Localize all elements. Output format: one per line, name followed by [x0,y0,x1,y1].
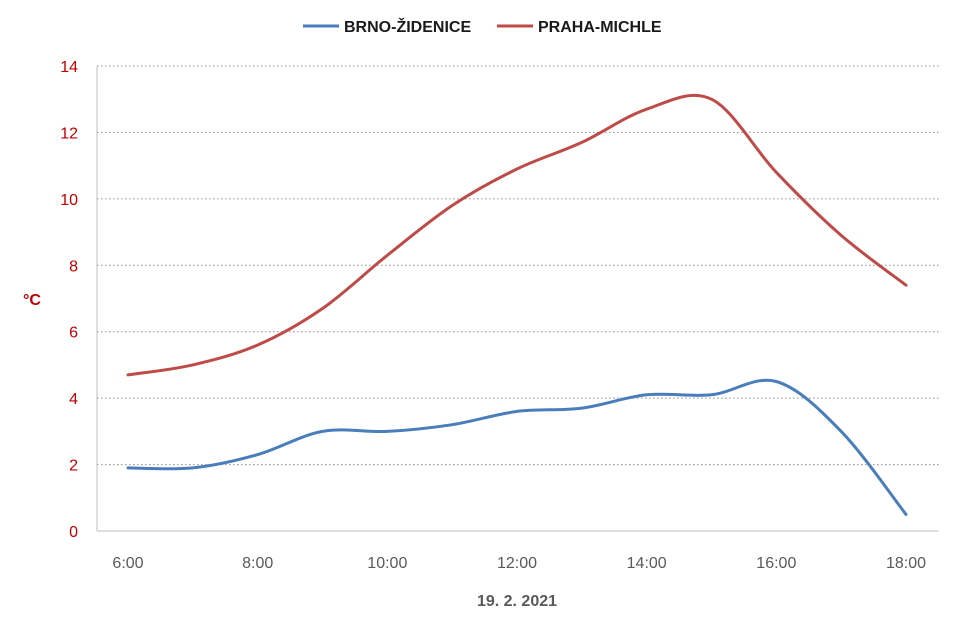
x-tick-label: 12:00 [497,555,537,572]
x-tick-label: 16:00 [756,555,796,572]
legend: BRNO-ŽIDENICE PRAHA-MICHLE [303,17,662,36]
y-tick-label: 0 [69,524,78,541]
legend-label-praha: PRAHA-MICHLE [538,19,662,36]
x-axis-ticks: 6:00 8:00 10:00 12:00 14:00 16:00 18:00 [112,555,926,572]
y-axis-label: °C [23,292,41,309]
y-tick-label: 12 [60,125,78,142]
x-axis-label: 19. 2. 2021 [477,593,557,610]
y-tick-label: 8 [69,258,78,275]
y-tick-label: 2 [69,458,78,475]
legend-item-brno: BRNO-ŽIDENICE [303,17,471,36]
series-line-praha [126,93,908,377]
gridlines [97,65,939,466]
legend-item-praha: PRAHA-MICHLE [497,19,662,36]
x-tick-label: 14:00 [627,555,667,572]
legend-label-brno: BRNO-ŽIDENICE [344,17,471,36]
y-tick-label: 14 [60,59,78,76]
x-tick-label: 6:00 [112,555,143,572]
y-tick-label: 10 [60,192,78,209]
x-tick-label: 18:00 [886,555,926,572]
series-lines [126,93,908,516]
x-tick-label: 8:00 [242,555,273,572]
x-tick-label: 10:00 [367,555,407,572]
y-axis-ticks: 0 2 4 6 8 10 12 14 [60,59,78,541]
y-tick-label: 4 [69,391,78,408]
y-tick-label: 6 [69,325,78,342]
series-line-brno [126,378,908,516]
